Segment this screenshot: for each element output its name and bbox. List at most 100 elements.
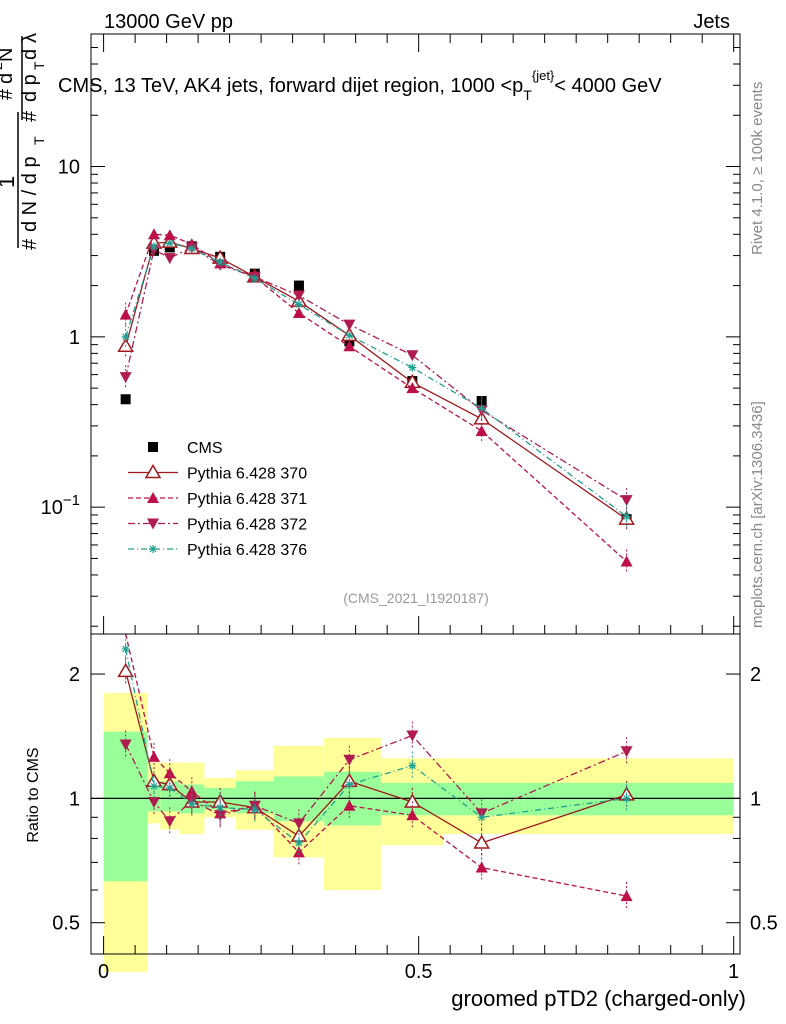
legend-item-pythia-6-428-372: Pythia 6.428 372 (128, 517, 307, 534)
ratio-point (406, 809, 419, 821)
svg-text:T: T (31, 136, 47, 145)
main-panel: 10−1 1 10 (CMS_2021_I1920187) CMS Pythia 6.… (41, 33, 741, 635)
legend-marker (149, 545, 157, 553)
ratio-point (343, 799, 356, 811)
main-y-axis-label: # d N / d p T 1 # d p T d λ # d 2 N (0, 33, 47, 250)
ratio-point (163, 767, 176, 779)
x-tick-label: 0.5 (405, 961, 433, 983)
data-point (120, 394, 131, 405)
data-point (477, 404, 486, 413)
ratio-point (408, 761, 417, 770)
data-point (119, 372, 132, 384)
x-axis-label: groomed pTD2 (charged-only) (451, 986, 746, 1011)
ratio-point (163, 816, 176, 828)
legend: CMS Pythia 6.428 370 Pythia 6.428 371 Pythi… (128, 440, 307, 559)
header-right: Jets (693, 11, 730, 33)
ratio-line-pythia-6-428-372 (125, 734, 627, 825)
ratio-point (117, 662, 134, 678)
data-point (408, 363, 417, 372)
svg-text:d: d (0, 73, 17, 84)
series-line-pythia-6-428-376 (125, 242, 627, 518)
band-inner (103, 731, 148, 882)
series-pythia-6-428-370 (117, 233, 635, 532)
legend-label: Pythia 6.428 376 (187, 542, 307, 559)
legend-item-pythia-6-428-376: Pythia 6.428 376 (128, 542, 307, 559)
ratio-point (620, 890, 633, 902)
data-point (150, 242, 159, 251)
svg-text:λ: λ (19, 33, 41, 43)
mcplots-label: mcplots.cern.ch [arXiv:1306.3436] (749, 401, 766, 628)
ratio-point (345, 780, 354, 789)
data-point (163, 253, 176, 265)
ratio-point (473, 834, 490, 849)
svg-text:#: # (19, 110, 41, 122)
series-line-pythia-6-428-371 (125, 233, 628, 562)
ratio-point (121, 644, 130, 653)
ratio-point (165, 783, 174, 792)
ratio-point (148, 750, 161, 762)
watermark: (CMS_2021_I1920187) (343, 590, 489, 606)
legend-label: CMS (187, 440, 223, 457)
svg-text:2: 2 (0, 62, 5, 70)
main-content (117, 228, 635, 574)
data-point (163, 229, 176, 241)
data-point (620, 495, 633, 507)
svg-text:d N / d p: d N / d p (19, 156, 41, 232)
svg-text:d: d (19, 49, 41, 60)
uncertainty-bands (103, 692, 734, 972)
series-pythia-6-428-376 (121, 239, 631, 529)
legend-label: Pythia 6.428 370 (187, 466, 307, 483)
header-left: 13000 GeV pp (104, 11, 233, 33)
data-point (343, 340, 356, 352)
ratio-frame (90, 633, 741, 955)
svg-text:#: # (19, 238, 41, 250)
x-tick-label: 0 (98, 961, 109, 983)
data-point (119, 308, 132, 320)
svg-text:1: 1 (0, 176, 19, 188)
data-point (406, 382, 419, 394)
ratio-y-ticks: 0.5 0.5 1 1 2 2 (52, 664, 778, 935)
ratio-point (214, 810, 227, 822)
ratio-point (119, 739, 132, 751)
y-tick-label: 1 (69, 327, 80, 349)
ratio-point (148, 797, 161, 809)
legend-item-pythia-6-428-370: Pythia 6.428 370 (128, 464, 307, 483)
ratio-y-tick-label: 2 (69, 664, 80, 686)
data-point (292, 290, 305, 302)
ratio-y-axis-label: Ratio to CMS (25, 747, 42, 842)
data-point (343, 319, 356, 331)
ratio-point (292, 818, 305, 830)
ratio-line-pythia-6-428-376 (125, 648, 627, 844)
legend-marker (147, 518, 159, 530)
ratio-point (620, 746, 633, 758)
ratio-point (406, 730, 419, 742)
x-tick-label: 1 (728, 961, 739, 983)
legend-marker (144, 464, 162, 479)
ratio-content (91, 633, 740, 972)
ratio-point (622, 794, 631, 803)
data-point (406, 350, 419, 362)
ratio-y-tick-label-right: 1 (750, 788, 761, 810)
ratio-point (343, 754, 356, 766)
y-tick-label: 10 (58, 157, 80, 179)
plot-title: CMS, 13 TeV, AK4 jets, forward dijet reg… (58, 68, 662, 103)
series-line-pythia-6-428-372 (125, 246, 627, 501)
ratio-panel: 0.5 0.5 1 1 2 2 Ratio to CMS (25, 633, 778, 972)
svg-text:d p: d p (19, 74, 41, 102)
data-point (293, 280, 304, 291)
ratio-point (216, 803, 225, 812)
data-point (148, 228, 161, 240)
data-point (294, 300, 303, 309)
ratio-point (475, 861, 488, 873)
ratio-y-tick-label: 0.5 (52, 913, 80, 935)
svg-text:#: # (0, 88, 17, 100)
ratio-series-pythia-6-428-376 (121, 634, 631, 857)
main-y-ticks: 10−1 1 10 (41, 33, 740, 627)
rivet-label: Rivet 4.1.0, ≥ 100k events (749, 82, 766, 255)
ratio-point (187, 799, 196, 808)
ratio-point (250, 805, 259, 814)
data-point (475, 425, 488, 437)
legend-item-cms: CMS (148, 440, 223, 457)
data-point (216, 258, 225, 267)
